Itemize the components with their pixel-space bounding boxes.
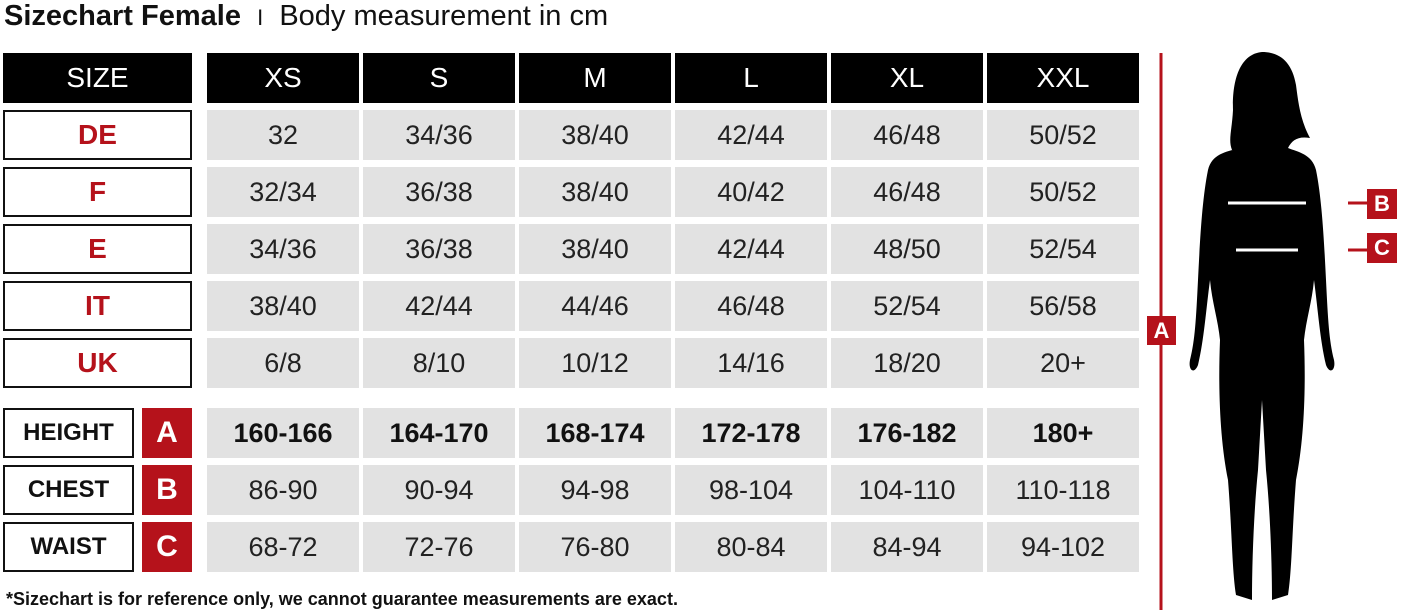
size-cell: 52/54 (831, 281, 983, 331)
size-cell: 46/48 (831, 167, 983, 217)
size-cell: 56/58 (987, 281, 1139, 331)
size-cell: 38/40 (519, 167, 671, 217)
size-cell: 38/40 (519, 110, 671, 160)
measure-cell: 94-102 (987, 522, 1139, 572)
title-separator: I (257, 5, 264, 30)
size-system-label: UK (3, 338, 192, 388)
size-cell: 40/42 (675, 167, 827, 217)
waist-key-badge: C (1367, 233, 1397, 263)
measure-cell: 94-98 (519, 465, 671, 515)
size-cell: 20+ (987, 338, 1139, 388)
size-cell: 36/38 (363, 224, 515, 274)
size-cell: 44/46 (519, 281, 671, 331)
size-system-label: DE (3, 110, 192, 160)
size-cell: 14/16 (675, 338, 827, 388)
measure-cell: 90-94 (363, 465, 515, 515)
size-column-header: S (363, 53, 515, 103)
size-cell: 42/44 (675, 110, 827, 160)
measure-key-badge: C (142, 522, 192, 572)
size-cell: 34/36 (363, 110, 515, 160)
measure-cell: 176-182 (831, 408, 983, 458)
size-cell: 42/44 (675, 224, 827, 274)
size-system-label: E (3, 224, 192, 274)
size-cell: 38/40 (519, 224, 671, 274)
measure-cell: 168-174 (519, 408, 671, 458)
measure-cell: 80-84 (675, 522, 827, 572)
title-subtitle: Body measurement in cm (279, 0, 609, 32)
measure-cell: 180+ (987, 408, 1139, 458)
measure-cell: 84-94 (831, 522, 983, 572)
size-column-header: XL (831, 53, 983, 103)
measure-cell: 86-90 (207, 465, 359, 515)
size-cell: 46/48 (675, 281, 827, 331)
measure-label: WAIST (3, 522, 134, 572)
measure-key-badge: A (142, 408, 192, 458)
measure-cell: 104-110 (831, 465, 983, 515)
female-silhouette-figure (1159, 52, 1368, 610)
measure-key-badge: B (142, 465, 192, 515)
size-cell: 48/50 (831, 224, 983, 274)
size-column-header: L (675, 53, 827, 103)
measure-label: HEIGHT (3, 408, 134, 458)
measure-cell: 72-76 (363, 522, 515, 572)
title-bold: Sizechart Female (4, 0, 241, 32)
size-cell: 38/40 (207, 281, 359, 331)
size-column-header: XS (207, 53, 359, 103)
size-cell: 32/34 (207, 167, 359, 217)
size-cell: 6/8 (207, 338, 359, 388)
measure-cell: 68-72 (207, 522, 359, 572)
measure-cell: 164-170 (363, 408, 515, 458)
size-cell: 50/52 (987, 167, 1139, 217)
page-title: Sizechart Female I Body measurement in c… (4, 0, 608, 33)
size-cell: 50/52 (987, 110, 1139, 160)
height-key-badge: A (1147, 316, 1176, 345)
size-cell: 10/12 (519, 338, 671, 388)
size-cell: 46/48 (831, 110, 983, 160)
chest-key-badge: B (1367, 189, 1397, 219)
size-cell: 32 (207, 110, 359, 160)
size-cell: 42/44 (363, 281, 515, 331)
size-cell: 34/36 (207, 224, 359, 274)
size-cell: 52/54 (987, 224, 1139, 274)
size-column-header: M (519, 53, 671, 103)
measure-label: CHEST (3, 465, 134, 515)
size-header: SIZE (3, 53, 192, 103)
size-cell: 18/20 (831, 338, 983, 388)
silhouette-icon (1189, 52, 1335, 600)
measure-cell: 172-178 (675, 408, 827, 458)
measure-cell: 76-80 (519, 522, 671, 572)
measure-cell: 98-104 (675, 465, 827, 515)
footnote: *Sizechart is for reference only, we can… (6, 589, 678, 609)
size-cell: 8/10 (363, 338, 515, 388)
size-cell: 36/38 (363, 167, 515, 217)
size-system-label: IT (3, 281, 192, 331)
size-system-label: F (3, 167, 192, 217)
measure-cell: 160-166 (207, 408, 359, 458)
measure-cell: 110-118 (987, 465, 1139, 515)
size-column-header: XXL (987, 53, 1139, 103)
